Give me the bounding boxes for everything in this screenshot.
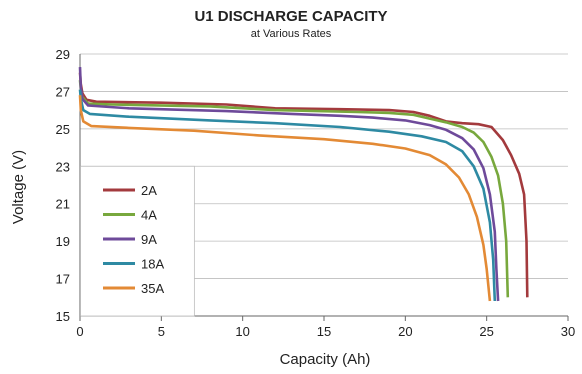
y-tick-label: 15 [56, 309, 70, 324]
legend-label-9a: 9A [141, 232, 157, 247]
x-tick-label: 25 [479, 324, 493, 339]
x-tick-label: 0 [76, 324, 83, 339]
x-axis-label: Capacity (Ah) [280, 351, 371, 368]
y-tick-label: 19 [56, 234, 70, 249]
series-line-4a [78, 80, 510, 298]
legend-label-4a: 4A [141, 208, 157, 223]
legend-label-18a: 18A [141, 257, 164, 272]
legend-label-35a: 35A [141, 281, 164, 296]
y-tick-label: 29 [56, 47, 70, 62]
series-line-35a [78, 95, 492, 302]
chart-subtitle: at Various Rates [251, 28, 332, 40]
chart-title: U1 DISCHARGE CAPACITY [194, 8, 387, 25]
y-tick-label: 25 [56, 122, 70, 137]
x-tick-label: 5 [158, 324, 165, 339]
y-tick-label: 23 [56, 159, 70, 174]
series-line-18a [78, 89, 497, 302]
x-tick-label: 20 [398, 324, 412, 339]
y-axis-label: Voltage (V) [10, 150, 27, 224]
x-tick-label: 15 [317, 324, 331, 339]
y-tick-label: 17 [56, 272, 70, 287]
legend-box [80, 165, 195, 317]
series-line-2a [78, 72, 529, 298]
axes: 15 17 19 21 23 25 27 29 0 5 10 15 20 25 30 [56, 47, 576, 339]
y-tick-label: 21 [56, 197, 70, 212]
y-tick-label: 27 [56, 84, 70, 99]
x-tick-label: 30 [561, 324, 575, 339]
legend: 2A 4A 9A 18A 35A [80, 165, 195, 317]
x-tick-label: 10 [235, 324, 249, 339]
series-line-9a [78, 67, 500, 302]
legend-label-2a: 2A [141, 183, 157, 198]
series-lines [78, 67, 529, 302]
